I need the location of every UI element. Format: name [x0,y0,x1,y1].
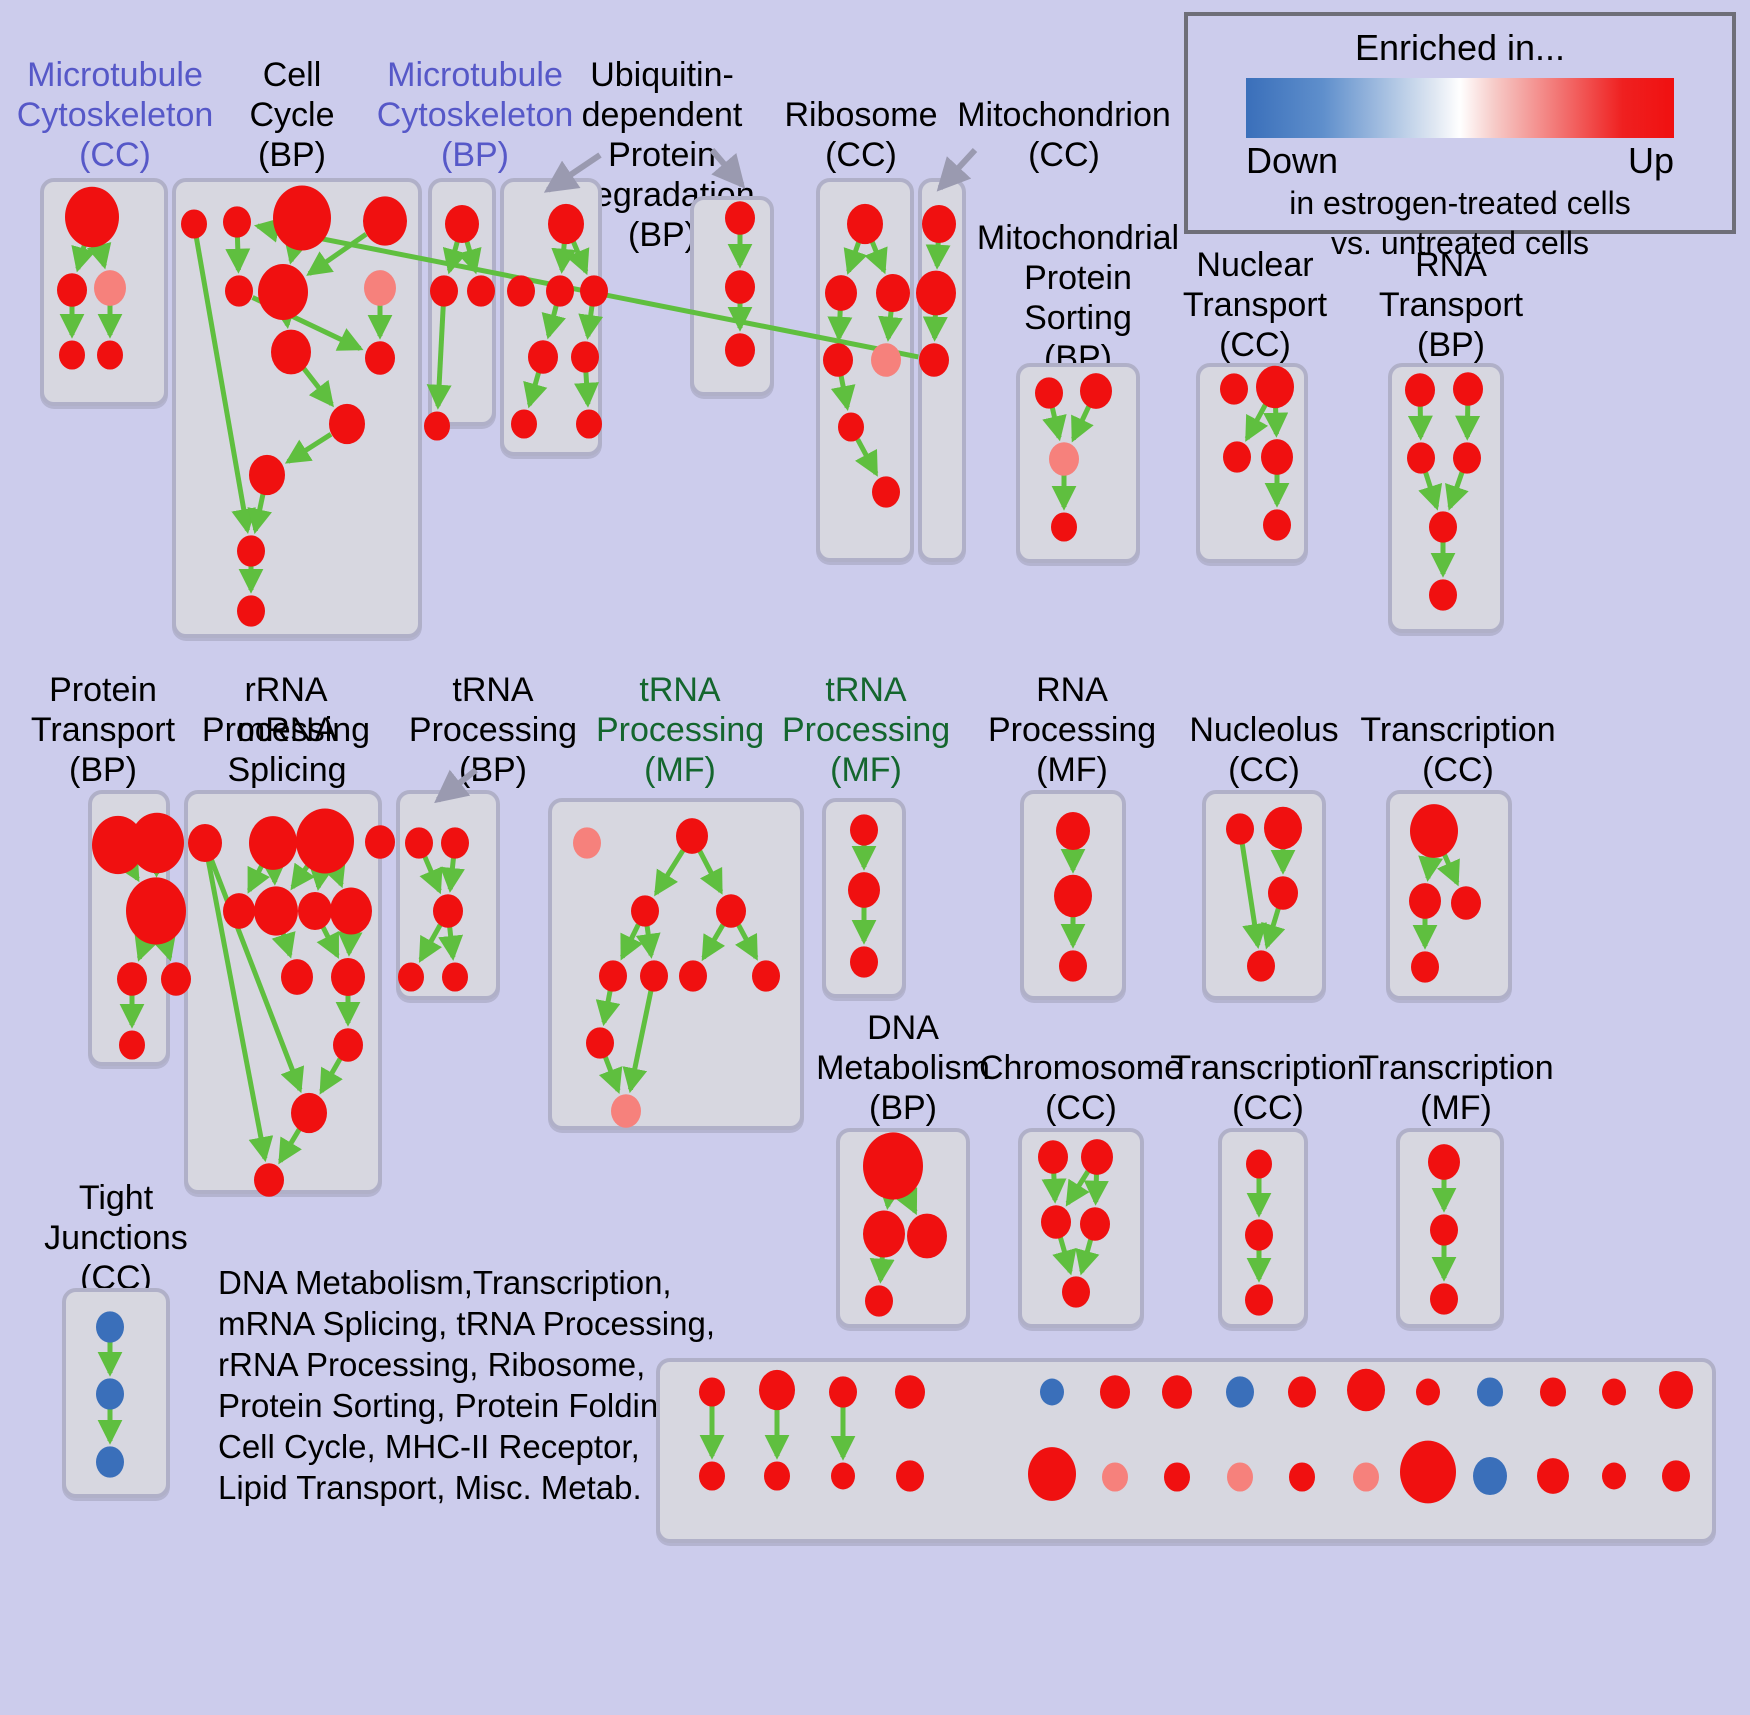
legend-box: Enriched in... Down Up in estrogen-treat… [1184,12,1736,261]
cluster-panel [396,790,500,1000]
label-nuclear-transport-cc: Nuclear Transport (CC) [1182,246,1328,364]
cluster-panel [500,178,602,456]
label-trna-processing-mf-2: tRNA Processing (MF) [782,671,951,789]
cluster-panel [428,178,496,426]
label-mitochondrial-protein-sorting-bp: Mitochondrial Protein Sorting (BP) [976,219,1180,377]
legend-up-label: Up [1627,140,1674,181]
cluster-panel [836,1128,970,1328]
cluster-panel [172,178,422,638]
label-mitochondrion-cc: Mitochondrion (CC) [957,96,1171,174]
label-transcription-cc-2: Transcription (CC) [1170,1049,1366,1127]
label-protein-transport-bp: Protein Transport (BP) [30,671,176,789]
label-rna-processing-mf: RNA Processing (MF) [988,671,1157,789]
label-microtubule-cytoskeleton-bp: Microtubule Cytoskeleton (BP) [376,56,574,174]
cluster-panel [656,1358,1716,1543]
label-rna-transport-bp: RNA Transport (BP) [1378,246,1524,364]
legend-down-label: Down [1246,140,1339,181]
cluster-panel [1196,363,1308,563]
legend-color-gradient [1246,78,1674,138]
cluster-panel [184,790,382,1194]
cluster-panel [88,790,170,1066]
label-chromosome-cc: Chromosome (CC) [978,1049,1184,1127]
label-transcription-mf: Transcription (MF) [1358,1049,1554,1127]
cluster-panel [822,798,906,998]
cluster-panel [1218,1128,1308,1328]
legend-subtitle-line1: in estrogen-treated cells [1289,185,1631,221]
label-cell-cycle-bp: Cell Cycle (BP) [249,56,335,174]
cluster-panel [1396,1128,1504,1328]
label-microtubule-cytoskeleton-cc: Microtubule Cytoskeleton (CC) [16,56,214,174]
label-dna-metabolism-bp: DNA Metabolism (BP) [816,1009,990,1127]
label-ribosome-cc: Ribosome (CC) [784,96,938,174]
label-nucleolus-cc: Nucleolus (CC) [1189,711,1339,789]
cluster-panel [1020,790,1126,1000]
cluster-panel [1388,363,1504,633]
cluster-panel [40,178,168,406]
label-tight-junctions-cc: Tight Junctions (CC) [44,1179,188,1297]
label-transcription-cc-1: Transcription (CC) [1360,711,1556,789]
misc-category-list: DNA Metabolism,Transcription, mRNA Splic… [218,1264,716,1506]
cluster-panel [1016,363,1140,563]
label-trna-processing-bp: tRNA Processing (BP) [408,671,578,789]
cluster-panel [1202,790,1326,1000]
cluster-panel [548,798,804,1130]
cluster-panel [816,178,914,562]
cluster-panel [690,196,774,396]
cluster-panel [62,1288,170,1498]
cluster-panel [1018,1128,1144,1328]
legend-subtitle-line2: vs. untreated cells [1331,225,1589,261]
legend-title: Enriched in... [1354,27,1566,68]
cluster-panel [918,178,966,562]
cluster-panel [1386,790,1512,1000]
label-rrna-processing: rRNA Processing [201,671,371,749]
label-trna-processing-mf-1: tRNA Processing (MF) [596,671,765,789]
